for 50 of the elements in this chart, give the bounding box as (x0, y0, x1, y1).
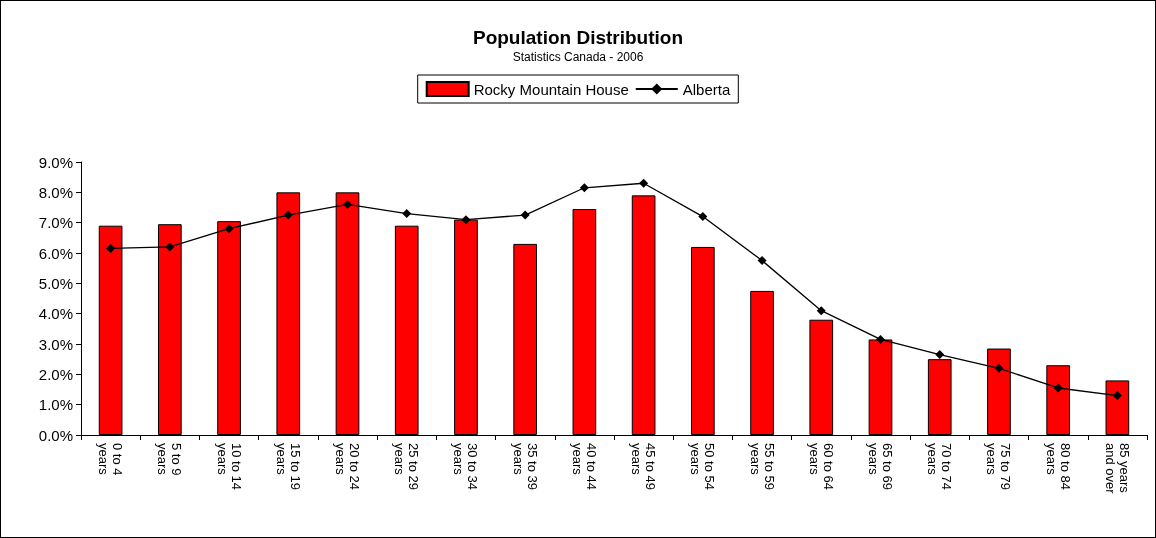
x-tick-label: 5 to 9 years (155, 443, 185, 480)
y-tick-label: 9.0% (38, 153, 73, 171)
x-tick-label: 0 to 4 years (96, 443, 126, 480)
x-tick-label: 25 to 29 years (392, 443, 422, 494)
point (224, 224, 234, 234)
legend-label: Alberta (682, 80, 731, 98)
y-tick-label: 7.0% (38, 214, 73, 232)
x-tick-label: 70 to 74 years (925, 443, 955, 494)
x-tick-label: 45 to 49 years (629, 443, 659, 494)
x-tick-label: 60 to 64 years (806, 443, 836, 494)
point (698, 212, 708, 222)
point (1053, 383, 1063, 393)
point (876, 334, 885, 344)
legend-label: Rocky Mountain House (473, 80, 629, 98)
point (165, 242, 175, 252)
point (639, 178, 649, 188)
y-tick-label: 6.0% (38, 244, 73, 262)
x-tick-label: 10 to 14 years (214, 443, 244, 494)
x-tick-label: 40 to 44 years (569, 443, 599, 494)
point (935, 350, 945, 360)
y-tick-label: 3.0% (38, 335, 73, 353)
x-tick-label: 75 to 79 years (984, 443, 1014, 494)
point (1112, 391, 1122, 401)
x-tick-label: 30 to 34 years (451, 443, 481, 494)
x-tick-label: 80 to 84 years (1043, 443, 1073, 494)
point (816, 306, 826, 316)
y-tick-label: 2.0% (38, 365, 73, 383)
y-tick-label: 8.0% (38, 183, 73, 201)
point (757, 256, 767, 266)
x-tick-label: 85 years and over (1102, 443, 1132, 497)
point (106, 243, 116, 253)
point (579, 183, 589, 193)
point (520, 210, 530, 220)
y-tick-label: 4.0% (38, 305, 73, 323)
y-tick-label: 1.0% (38, 396, 73, 414)
point (343, 199, 352, 209)
x-tick-label: 35 to 39 years (510, 443, 540, 494)
x-tick-label: 50 to 54 years (688, 443, 718, 494)
x-tick-label: 20 to 24 years (333, 443, 362, 494)
y-tick-label: 0.0% (38, 426, 73, 444)
point (402, 209, 412, 219)
x-tick-label: 65 to 69 years (866, 443, 895, 494)
point (461, 215, 471, 225)
point (994, 363, 1004, 373)
x-tick-label: 15 to 19 years (273, 443, 303, 494)
x-tick-label: 55 to 59 years (747, 443, 777, 494)
point (283, 210, 293, 220)
chart-subtitle: Statistics Canada - 2006 (512, 50, 644, 64)
y-tick-label: 5.0% (38, 274, 73, 292)
chart-title: Population Distribution (472, 27, 684, 48)
